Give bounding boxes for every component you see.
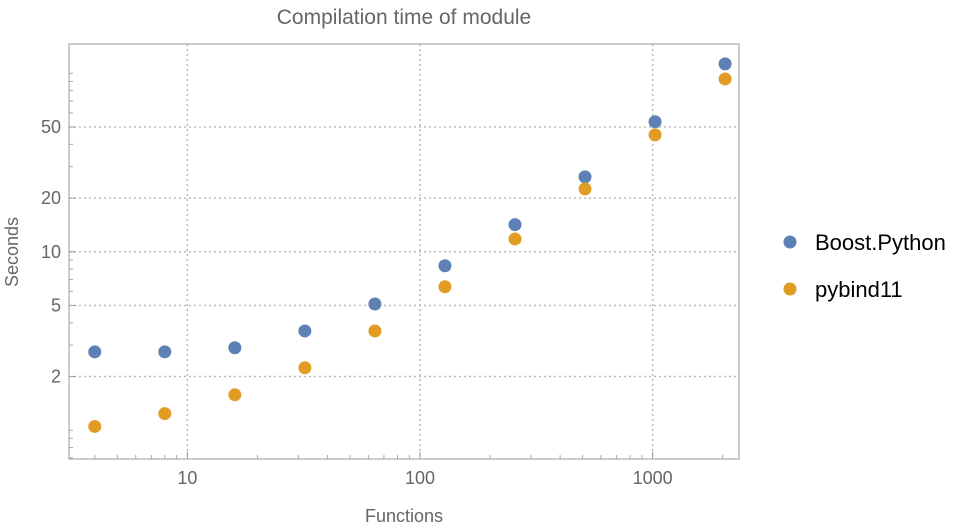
y-tick-label: 10 [41,242,61,262]
data-point-boost-python [578,170,592,184]
data-point-pybind11 [578,182,592,196]
axis-ticks: 10 100 1000 2 5 10 20 50 [41,72,724,488]
data-point-pybind11 [438,280,452,294]
y-axis-label: Seconds [2,217,22,287]
x-tick-label: 1000 [633,468,673,488]
data-point-boost-python [508,218,522,232]
data-point-boost-python [158,345,172,359]
data-point-pybind11 [648,128,662,142]
legend: Boost.Python pybind11 [783,230,946,302]
y-tick-label: 50 [41,117,61,137]
grid [69,44,739,459]
data-point-boost-python [88,345,102,359]
x-axis-label: Functions [365,506,443,525]
legend-marker [783,282,797,296]
data-point-boost-python [228,341,242,355]
x-tick-label: 100 [405,468,435,488]
data-point-pybind11 [228,388,242,402]
data-point-pybind11 [718,72,732,86]
data-point-pybind11 [158,407,172,421]
data-point-boost-python [718,57,732,71]
legend-label: pybind11 [815,277,903,302]
data-points [88,57,732,433]
y-tick-label: 5 [51,296,61,316]
y-tick-label: 20 [41,188,61,208]
chart-title: Compilation time of module [277,6,531,29]
plot-frame [68,43,740,460]
x-tick-label: 10 [177,468,197,488]
data-point-pybind11 [508,232,522,246]
y-tick-label: 2 [51,367,61,387]
legend-label: Boost.Python [815,230,946,255]
data-point-pybind11 [88,419,102,433]
data-point-boost-python [648,115,662,129]
data-point-pybind11 [298,361,312,375]
data-point-pybind11 [368,324,382,338]
data-point-boost-python [368,297,382,311]
data-point-boost-python [298,324,312,338]
legend-marker [783,235,797,249]
data-point-boost-python [438,259,452,273]
